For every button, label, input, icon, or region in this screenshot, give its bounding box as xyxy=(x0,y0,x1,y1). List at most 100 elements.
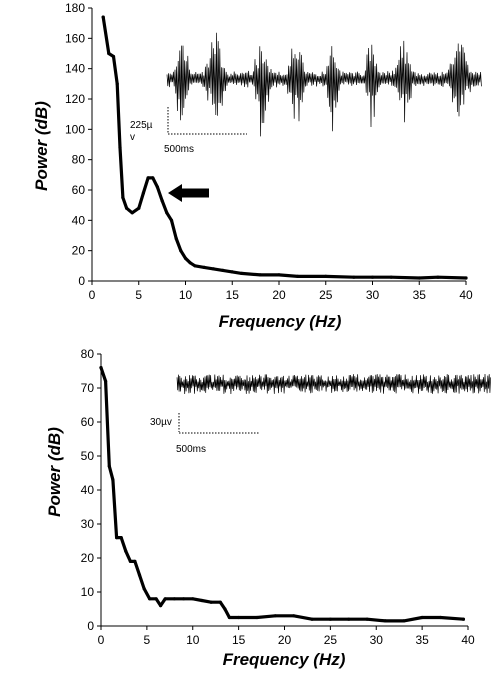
top-data-point xyxy=(464,276,468,280)
bottom-data-points xyxy=(99,366,465,623)
bottom-data-point xyxy=(310,617,314,621)
top-y-tick-label: 20 xyxy=(72,244,86,258)
bottom-data-point xyxy=(255,615,259,620)
top-data-point xyxy=(417,276,421,280)
top-data-point xyxy=(111,54,116,59)
bottom-eeg-trace xyxy=(176,373,491,395)
bottom-data-point xyxy=(137,573,142,577)
top-data-point xyxy=(296,274,300,278)
top-data-point xyxy=(212,267,216,271)
top-x-tick-label: 25 xyxy=(319,288,333,302)
bottom-data-point xyxy=(142,587,146,591)
bottom-data-point xyxy=(148,597,152,601)
top-data-point xyxy=(370,275,375,279)
bottom-data-point xyxy=(107,464,111,468)
bottom-ticks: 0 5 10 15 20 25 30 35 40 0 10 20 30 40 50 60 70 80 xyxy=(81,347,475,647)
bottom-y-tick-label: 10 xyxy=(81,585,95,599)
bottom-x-tick-label: 0 xyxy=(98,633,105,647)
top-eeg-inset: 225µ v 500ms xyxy=(130,32,482,155)
top-data-point xyxy=(146,176,150,180)
bottom-x-axis-title: Frequency (Hz) xyxy=(223,650,346,669)
top-peak-arrow xyxy=(168,184,209,202)
top-data-point xyxy=(436,275,440,279)
top-data-point xyxy=(258,273,262,277)
top-ticks: 0 5 10 15 20 25 30 35 40 0 20 40 60 80 100 120 140 160 180 xyxy=(65,1,473,302)
top-data-point xyxy=(188,261,192,265)
top-x-tick-label: 20 xyxy=(272,288,286,302)
bottom-power-spectrum-line xyxy=(99,366,465,623)
top-y-tick-label: 140 xyxy=(65,62,85,76)
bottom-x-tick-label: 10 xyxy=(186,633,200,647)
top-y-axis-title: Power (dB) xyxy=(32,101,51,191)
bottom-x-tick-label: 40 xyxy=(461,633,475,647)
top-data-point xyxy=(155,185,159,189)
bottom-data-point xyxy=(227,615,231,620)
top-y-tick-label: 80 xyxy=(72,153,86,167)
bottom-data-point xyxy=(461,617,465,621)
bottom-data-point xyxy=(347,617,351,621)
top-eeg-trace xyxy=(166,32,482,137)
top-power-spectrum-line xyxy=(101,15,468,280)
top-x-tick-label: 30 xyxy=(366,288,380,302)
bottom-x-tick-label: 5 xyxy=(144,633,151,647)
bottom-y-tick-label: 80 xyxy=(81,347,95,361)
bottom-data-point xyxy=(273,614,277,618)
bottom-data-point xyxy=(438,615,443,620)
top-data-point xyxy=(118,145,122,150)
bottom-y-tick-label: 50 xyxy=(81,449,95,463)
bottom-scale-label-vertical: 30µv xyxy=(150,417,172,428)
bottom-y-tick-label: 0 xyxy=(87,619,94,633)
top-data-point xyxy=(107,51,111,56)
bottom-data-point xyxy=(191,597,195,601)
bottom-data-point xyxy=(154,597,158,601)
top-y-tick-label: 0 xyxy=(78,274,85,288)
bottom-eeg-inset: 30µv 500ms xyxy=(150,373,491,455)
bottom-data-point xyxy=(402,619,406,623)
top-x-tick-label: 0 xyxy=(89,288,96,302)
top-y-tick-label: 40 xyxy=(72,213,86,227)
top-x-tick-label: 35 xyxy=(413,288,427,302)
top-data-point xyxy=(141,191,145,195)
top-data-point xyxy=(121,196,125,200)
bottom-y-axis-title: Power (dB) xyxy=(45,427,64,517)
top-data-point xyxy=(125,206,129,210)
top-data-point xyxy=(183,256,188,260)
chart-top: 0 5 10 15 20 25 30 35 40 0 20 40 60 80 100 120 140 160 180… xyxy=(32,1,482,331)
top-y-tick-label: 100 xyxy=(65,122,85,136)
top-data-point xyxy=(174,236,178,241)
top-y-tick-label: 180 xyxy=(65,1,85,15)
bottom-data-point xyxy=(218,600,222,604)
bottom-data-point xyxy=(328,617,332,621)
bottom-x-tick-label: 15 xyxy=(232,633,246,647)
bottom-data-point xyxy=(111,478,115,482)
top-data-points xyxy=(101,15,468,280)
top-data-point xyxy=(160,199,164,203)
top-data-point xyxy=(324,274,328,278)
bottom-y-tick-label: 20 xyxy=(81,551,95,565)
bottom-data-point xyxy=(182,597,186,601)
bottom-data-point xyxy=(365,617,369,621)
top-vscale-line1: 225µ xyxy=(130,120,153,131)
bottom-data-point xyxy=(209,600,213,604)
bottom-y-tick-label: 60 xyxy=(81,415,95,429)
bottom-data-point xyxy=(159,604,163,608)
bottom-y-tick-label: 30 xyxy=(81,517,95,531)
top-data-point xyxy=(165,211,169,215)
top-data-point xyxy=(130,211,134,215)
top-data-point xyxy=(221,268,225,272)
bottom-y-tick-label: 40 xyxy=(81,483,95,497)
bottom-data-point xyxy=(104,379,108,383)
bottom-data-point xyxy=(133,559,137,564)
top-y-tick-label: 120 xyxy=(65,92,85,106)
top-data-point xyxy=(240,271,244,275)
top-data-point xyxy=(115,82,119,86)
bottom-data-point xyxy=(99,366,103,370)
bottom-y-tick-label: 70 xyxy=(81,381,95,395)
bottom-data-point xyxy=(292,614,296,618)
bottom-data-point xyxy=(128,559,132,564)
bottom-data-point xyxy=(119,536,123,540)
top-data-point xyxy=(193,264,197,268)
top-x-axis-title: Frequency (Hz) xyxy=(219,312,342,331)
top-data-point xyxy=(202,265,206,269)
